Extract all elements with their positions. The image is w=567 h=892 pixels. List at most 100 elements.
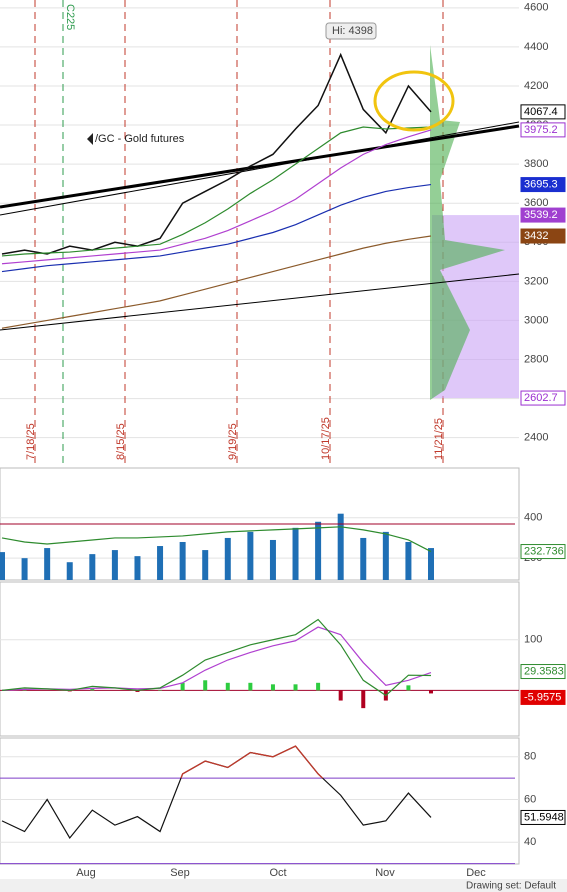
high-callout xyxy=(325,22,377,40)
month-label: Oct xyxy=(269,867,286,879)
month-label: Nov xyxy=(375,867,395,879)
symbol-icon xyxy=(87,133,93,145)
toolbar xyxy=(0,879,567,892)
y-tick-label: 3200 xyxy=(524,275,548,287)
value-marker xyxy=(520,664,566,680)
volume-bar xyxy=(44,548,51,580)
event-label: 9/19/25 xyxy=(227,423,239,460)
high-label: Hi: 4398 xyxy=(332,25,373,37)
event-label: 7/18/25 xyxy=(25,423,37,460)
value-marker-label: -5.9575 xyxy=(524,691,561,703)
macd-histogram xyxy=(293,684,298,691)
volume-bar xyxy=(224,537,231,580)
event-label: 11/21/25 xyxy=(433,418,445,460)
volume-bar xyxy=(179,541,186,580)
volume-bar xyxy=(111,550,118,580)
rsi-overbought xyxy=(180,745,324,779)
volume-bar xyxy=(247,531,254,580)
value-marker xyxy=(520,390,566,406)
value-marker-label: 3975.2 xyxy=(524,124,558,136)
macd-histogram xyxy=(338,690,343,701)
volume-bar xyxy=(66,562,73,580)
price-line xyxy=(1,129,432,265)
crossover-label: C225 xyxy=(64,4,76,30)
volume-panel xyxy=(0,467,520,581)
trendline xyxy=(0,273,520,331)
y-tick-label: 2800 xyxy=(524,353,548,365)
y-tick-label: 60 xyxy=(524,793,536,805)
value-marker-label: 3695.3 xyxy=(524,178,558,190)
volume-bar xyxy=(89,554,96,580)
y-tick-label: 400 xyxy=(524,512,542,524)
macd-histogram xyxy=(361,690,366,709)
macd-histogram xyxy=(270,684,275,691)
y-tick-label: 40 xyxy=(524,836,536,848)
value-marker-label: 29.3583 xyxy=(524,665,564,677)
macd-histogram xyxy=(225,682,230,691)
macd-histogram xyxy=(316,682,321,691)
price-line xyxy=(1,235,432,329)
month-label: Sep xyxy=(170,867,190,879)
trendline xyxy=(0,121,520,216)
y-tick-label: 4200 xyxy=(524,80,548,92)
volume-bar xyxy=(428,548,434,580)
value-marker xyxy=(520,809,566,825)
value-marker xyxy=(520,544,566,560)
y-tick-label: 3800 xyxy=(524,158,548,170)
macd-histogram xyxy=(203,680,208,691)
volume-ma xyxy=(1,526,432,553)
y-tick-label: 3000 xyxy=(524,314,548,326)
volume-bar xyxy=(405,541,412,580)
toolbar-text: Drawing set: Default xyxy=(466,881,556,892)
value-marker xyxy=(520,104,566,120)
volume-bar xyxy=(382,531,389,580)
macd-histogram xyxy=(406,685,411,691)
volume-profile xyxy=(430,45,505,400)
value-marker xyxy=(520,228,566,244)
value-marker-label: 3539.2 xyxy=(524,209,558,221)
trendline xyxy=(0,124,520,209)
macd-histogram xyxy=(180,682,185,691)
volume-bar xyxy=(134,556,141,580)
price-line xyxy=(1,126,432,257)
y-tick-label: 2400 xyxy=(524,432,548,444)
value-marker-label: 232.736 xyxy=(524,545,564,557)
value-marker-label: 51.5948 xyxy=(524,811,564,823)
macd-line xyxy=(1,618,432,697)
event-label: 8/15/25 xyxy=(115,423,127,460)
volume-bar xyxy=(337,513,344,580)
value-marker xyxy=(520,177,566,193)
volume-bar xyxy=(292,527,299,580)
y-tick-label: 4600 xyxy=(524,2,548,14)
y-tick-label: 100 xyxy=(524,634,542,646)
volume-bar xyxy=(269,539,276,580)
month-label: Dec xyxy=(466,867,486,879)
value-marker-label: 3432 xyxy=(524,230,548,242)
macd-histogram xyxy=(429,690,433,694)
macd-panel xyxy=(0,581,520,737)
y-tick-label: 4400 xyxy=(524,41,548,53)
macd-histogram xyxy=(158,689,163,691)
volume-bar xyxy=(360,537,367,580)
volume-bar xyxy=(202,550,209,580)
value-marker xyxy=(520,122,566,138)
value-marker-label: 4067.4 xyxy=(524,106,558,118)
volume-bar xyxy=(315,521,322,580)
value-marker xyxy=(520,207,566,223)
value-marker-label: 2602.7 xyxy=(524,392,558,404)
y-tick-label: 80 xyxy=(524,751,536,763)
price-line xyxy=(1,183,432,273)
volume-bar xyxy=(157,546,164,580)
symbol-label: /GC - Gold futures xyxy=(95,133,185,145)
volume-bar xyxy=(21,558,28,580)
macd-histogram xyxy=(135,690,140,692)
macd-histogram xyxy=(248,682,253,691)
y-tick-label: 3600 xyxy=(524,197,548,209)
value-marker xyxy=(520,689,566,705)
highlight-circle xyxy=(373,70,455,132)
volume-bar xyxy=(0,552,5,580)
macd-histogram xyxy=(90,688,95,691)
price-line xyxy=(1,52,432,255)
event-label: 10/17/25 xyxy=(320,417,332,460)
